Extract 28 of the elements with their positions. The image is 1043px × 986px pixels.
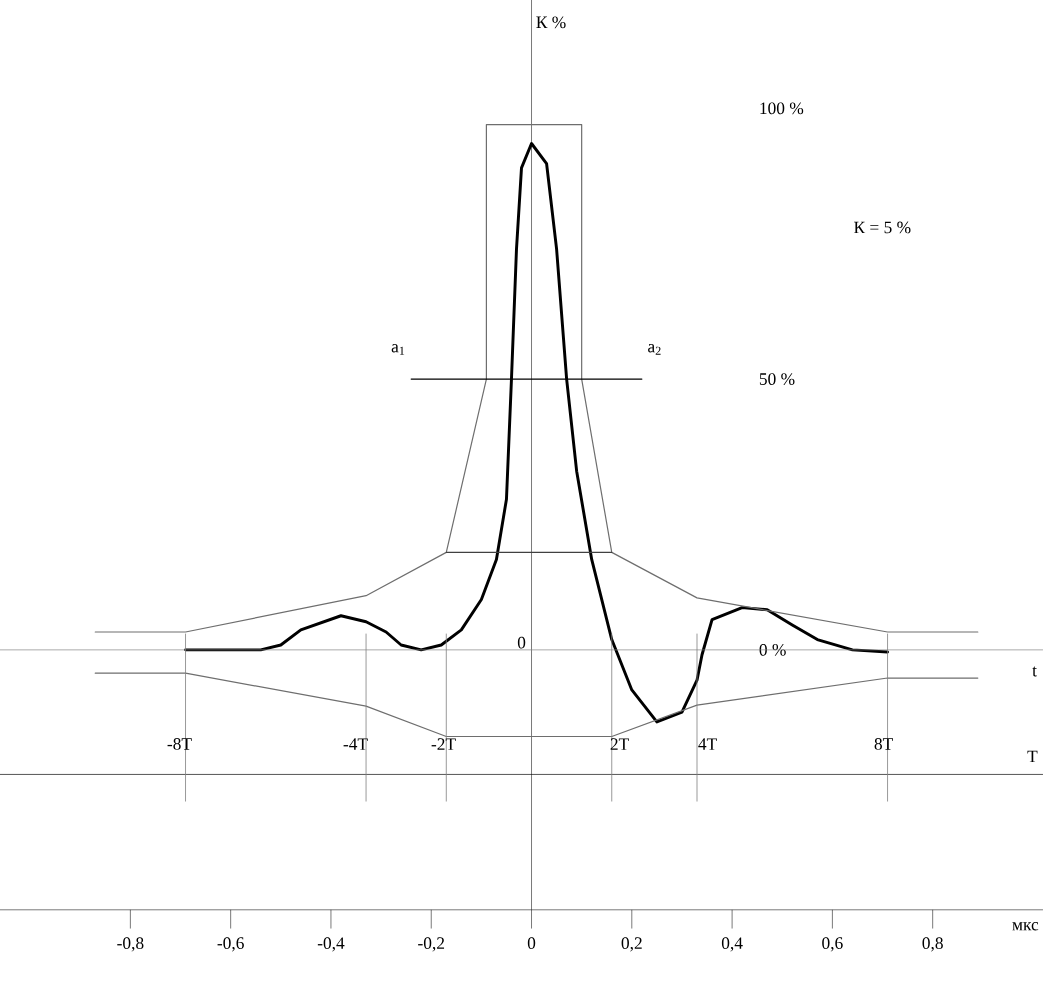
y-tick-label: 50 % <box>759 373 795 386</box>
x-tick-label: -0,2 <box>418 937 445 952</box>
x2-axis-title: T <box>1027 750 1038 763</box>
x-tick-label: 0,2 <box>621 937 642 952</box>
x2-tick-label: -2T <box>431 738 456 751</box>
annotation: a$_{2}$ <box>648 344 661 355</box>
x-tick-label: -0,4 <box>317 937 345 952</box>
y-tick-label: 0 % <box>759 644 786 656</box>
x-tick-label: -0,6 <box>217 937 244 952</box>
annotation: К = 5 % <box>854 221 911 234</box>
x2-tick-label: 4T <box>698 738 717 751</box>
x2-tick-label: 2T <box>610 738 629 751</box>
annotation: t <box>1032 666 1037 677</box>
x-tick-label: -0,8 <box>117 937 144 952</box>
line-series <box>94 124 979 633</box>
x-axis-title: мкс <box>1012 922 1039 931</box>
x2-tick-label: -8T <box>167 738 192 750</box>
annotation: 0 <box>517 636 526 649</box>
x-tick-label: 0,4 <box>721 937 743 952</box>
annotation: a$_{1}$ <box>391 344 405 355</box>
x2-tick-label: -4T <box>343 738 368 751</box>
x-tick-label: 0,8 <box>922 937 943 952</box>
y-axis-title: К % <box>536 16 566 29</box>
x-tick-label: 0 <box>527 937 536 950</box>
x2-tick-label: 8T <box>874 738 893 750</box>
y-tick-label: 100 % <box>760 102 804 115</box>
x-tick-label: 0,6 <box>822 937 843 952</box>
line-series <box>94 672 979 738</box>
